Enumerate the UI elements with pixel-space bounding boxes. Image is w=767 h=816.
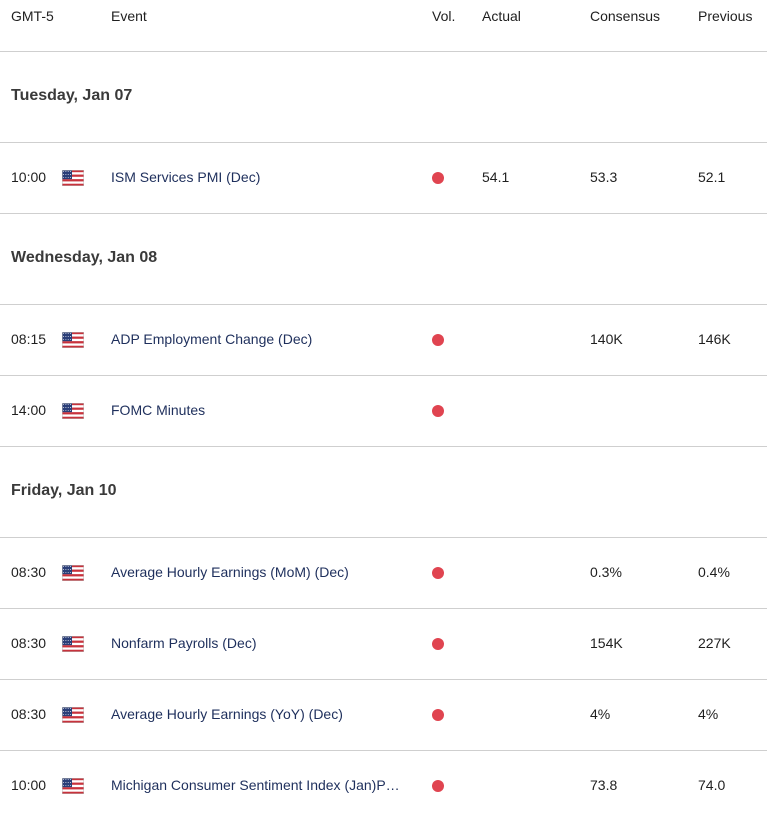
us-flag-icon	[62, 565, 84, 581]
us-flag-icon	[62, 170, 84, 186]
timezone-label[interactable]: GMT-5	[11, 8, 54, 24]
day-header: Tuesday, Jan 07	[0, 52, 767, 143]
day-label: Tuesday, Jan 07	[11, 87, 133, 104]
previous-value: 0.4%	[698, 564, 730, 580]
actual-value: 54.1	[482, 169, 510, 185]
table-row[interactable]: 10:00 ISM Services PMI (Dec) 54.1 53.3 5…	[0, 143, 767, 214]
event-column-header: Event	[111, 8, 147, 24]
us-flag-icon	[62, 403, 84, 419]
consensus-value: 4%	[590, 706, 611, 722]
event-name-link[interactable]: Average Hourly Earnings (MoM) (Dec)	[111, 564, 349, 580]
us-flag-icon	[62, 636, 84, 652]
volatility-high-icon	[432, 709, 444, 721]
event-name-link[interactable]: ISM Services PMI (Dec)	[111, 169, 261, 185]
consensus-value: 154K	[590, 635, 623, 651]
event-time: 14:00	[11, 402, 47, 418]
day-header: Wednesday, Jan 08	[0, 214, 767, 305]
previous-value: 52.1	[698, 169, 726, 185]
us-flag-icon	[62, 332, 84, 348]
volatility-high-icon	[432, 567, 444, 579]
event-time: 08:15	[11, 331, 47, 347]
us-flag-icon	[62, 778, 84, 794]
consensus-column-header: Consensus	[590, 8, 661, 24]
consensus-value: 73.8	[590, 777, 618, 793]
event-name-link[interactable]: FOMC Minutes	[111, 402, 206, 418]
previous-value: 146K	[698, 331, 731, 347]
table-header: GMT-5 Event Vol. Actual Consensus Previo…	[0, 0, 767, 52]
us-flag-icon	[62, 707, 84, 723]
volatility-high-icon	[432, 638, 444, 650]
table-row[interactable]: 08:30 Nonfarm Payrolls (Dec) 154K 227K	[0, 609, 767, 680]
event-time: 10:00	[11, 777, 47, 793]
consensus-value: 0.3%	[590, 564, 622, 580]
event-time: 08:30	[11, 706, 47, 722]
consensus-value: 140K	[590, 331, 623, 347]
previous-value: 227K	[698, 635, 731, 651]
event-time: 10:00	[11, 169, 47, 185]
consensus-value: 53.3	[590, 169, 618, 185]
volatility-high-icon	[432, 780, 444, 792]
previous-value: 74.0	[698, 777, 726, 793]
vol-column-header: Vol.	[432, 8, 456, 24]
actual-column-header: Actual	[482, 8, 521, 24]
day-label: Wednesday, Jan 08	[11, 249, 158, 266]
table-row[interactable]: 08:30 Average Hourly Earnings (YoY) (Dec…	[0, 680, 767, 751]
previous-value: 4%	[698, 706, 719, 722]
event-name-link[interactable]: ADP Employment Change (Dec)	[111, 331, 313, 347]
day-label: Friday, Jan 10	[11, 482, 117, 499]
previous-column-header: Previous	[698, 8, 753, 24]
event-name-link[interactable]: Michigan Consumer Sentiment Index (Jan)P…	[111, 777, 400, 793]
table-row[interactable]: 08:15 ADP Employment Change (Dec) 140K 1…	[0, 305, 767, 376]
volatility-high-icon	[432, 172, 444, 184]
volatility-high-icon	[432, 334, 444, 346]
event-name-link[interactable]: Average Hourly Earnings (YoY) (Dec)	[111, 706, 343, 722]
table-row[interactable]: 14:00 FOMC Minutes	[0, 376, 767, 447]
event-name-link[interactable]: Nonfarm Payrolls (Dec)	[111, 635, 257, 651]
volatility-high-icon	[432, 405, 444, 417]
table-row[interactable]: 10:00 Michigan Consumer Sentiment Index …	[0, 751, 767, 816]
event-time: 08:30	[11, 635, 47, 651]
table-row[interactable]: 08:30 Average Hourly Earnings (MoM) (Dec…	[0, 538, 767, 609]
event-time: 08:30	[11, 564, 47, 580]
day-header: Friday, Jan 10	[0, 447, 767, 538]
